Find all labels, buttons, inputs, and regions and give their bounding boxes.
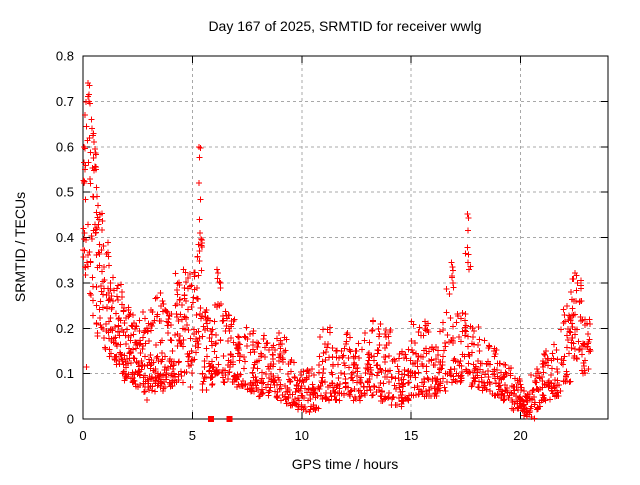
axis-ticks bbox=[82, 55, 608, 420]
y-tick-label: 0.4 bbox=[56, 230, 74, 245]
y-axis-label: SRMTID / TECUs bbox=[12, 192, 28, 302]
axis-tick-labels: 0 5 10 15 20 0 0.1 0.2 0.3 0.4 0.5 0.6 0.7 0.8 bbox=[56, 49, 528, 444]
x-tick-label: 15 bbox=[404, 428, 418, 443]
y-tick-label: 0.1 bbox=[56, 366, 74, 381]
x-tick-label: 10 bbox=[295, 428, 309, 443]
grid-lines bbox=[83, 56, 608, 419]
data-points bbox=[80, 80, 594, 422]
y-tick-label: 0.6 bbox=[56, 139, 74, 154]
x-tick-label: 20 bbox=[513, 428, 527, 443]
y-tick-label: 0.2 bbox=[56, 321, 74, 336]
y-tick-label: 0 bbox=[67, 412, 74, 427]
x-tick-label: 5 bbox=[189, 428, 196, 443]
y-tick-label: 0.8 bbox=[56, 49, 74, 64]
y-tick-label: 0.7 bbox=[56, 94, 74, 109]
scatter-points bbox=[80, 80, 594, 422]
y-tick-label: 0.3 bbox=[56, 275, 74, 290]
zero-flag-square bbox=[226, 416, 233, 422]
y-tick-label: 0.5 bbox=[56, 185, 74, 200]
zero-flag-square bbox=[207, 416, 214, 422]
x-axis-label: GPS time / hours bbox=[292, 456, 399, 472]
chart-title: Day 167 of 2025, SRMTID for receiver wwl… bbox=[208, 18, 481, 34]
x-tick-label: 0 bbox=[79, 428, 86, 443]
